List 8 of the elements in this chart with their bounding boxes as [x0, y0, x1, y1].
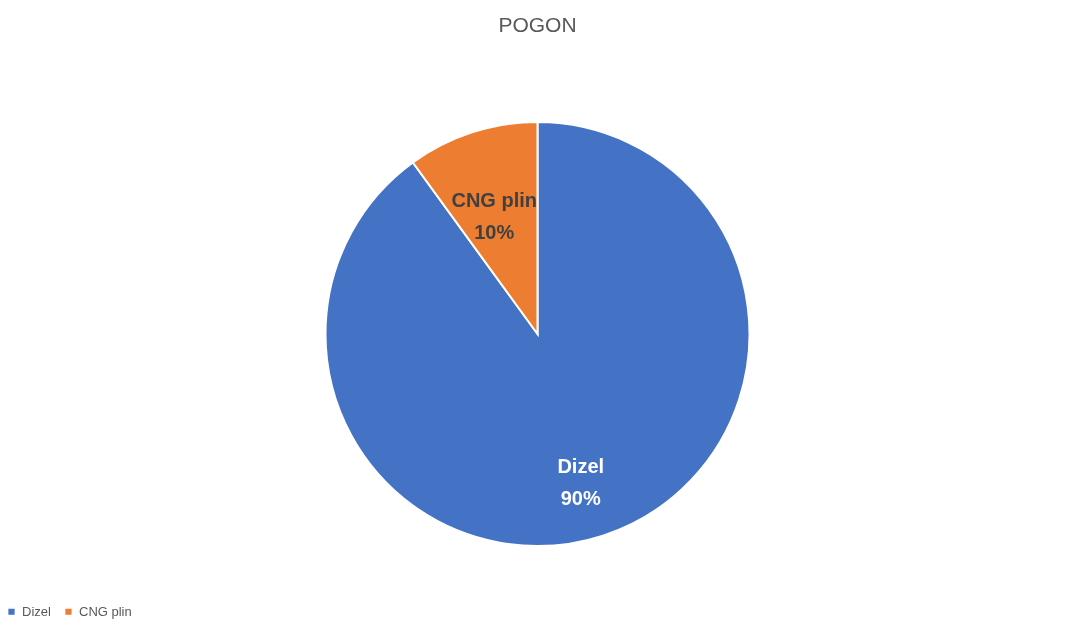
data-label: 10% [474, 220, 515, 243]
legend-label: Dizel [22, 603, 52, 619]
slice-label: Dizel [557, 455, 605, 478]
slice-label: CNG plin [451, 188, 538, 211]
chart-title: POGON [498, 13, 577, 36]
data-label: 90% [560, 487, 601, 510]
pie-slice [324, 121, 751, 547]
legend-label: CNG plin [79, 603, 132, 619]
